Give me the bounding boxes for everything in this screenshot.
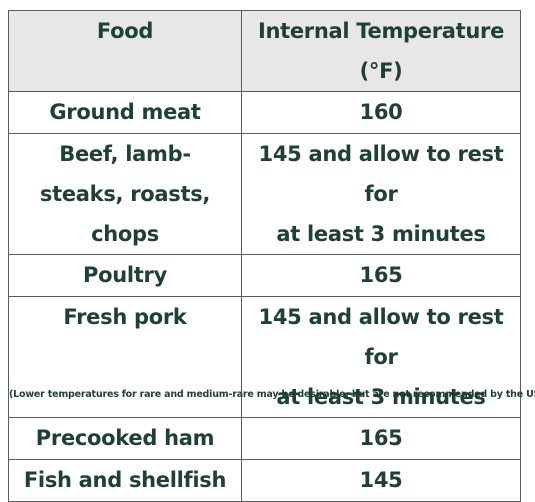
temperature-table: Food Internal Temperature (°F) Ground me… — [8, 10, 521, 502]
table-row: Poultry 165 — [8, 254, 521, 297]
footnote: (Lower temperatures for rare and medium-… — [9, 389, 535, 400]
food-cell: Beef, lamb- steaks, roasts, chops — [8, 133, 242, 255]
temperature-value: 160 — [359, 100, 403, 124]
table-row: Ground meat 160 — [8, 91, 521, 134]
food-name: Precooked ham — [35, 426, 215, 450]
table-header-row: Food Internal Temperature (°F) — [8, 10, 521, 92]
temperature-cell: 160 — [241, 91, 521, 134]
food-cell: Fish and shellfish — [8, 459, 242, 502]
food-cell: Ground meat — [8, 91, 242, 134]
temperature-cell: 145 and allow to rest for at least 3 min… — [241, 133, 521, 255]
food-cell: Poultry — [8, 254, 242, 297]
table-row: Fresh pork 145 and allow to rest for at … — [8, 296, 521, 418]
temperature-cell: 145 and allow to rest for at least 3 min… — [241, 296, 521, 418]
temperature-value: 145 — [359, 468, 403, 492]
temperature-value: 145 and allow to rest for — [258, 305, 504, 369]
table-row: Beef, lamb- steaks, roasts, chops 145 an… — [8, 133, 521, 255]
table-row: Fish and shellfish 145 — [8, 459, 521, 502]
temperature-cell: 165 — [241, 417, 521, 460]
column-header-food: Food — [8, 10, 242, 92]
temperature-value: 165 — [359, 426, 403, 450]
temperature-value: 165 — [359, 263, 403, 287]
food-name-continued: steaks, roasts, chops — [39, 182, 211, 246]
temperature-value-continued: at least 3 minutes — [276, 385, 486, 409]
column-header-temperature: Internal Temperature (°F) — [241, 10, 521, 92]
temperature-cell: 145 — [241, 459, 521, 502]
food-name: Poultry — [83, 263, 167, 287]
food-name: Fish and shellfish — [23, 468, 227, 492]
temperature-value: 145 and allow to rest for — [258, 142, 504, 206]
food-name: Beef, lamb- — [59, 142, 191, 166]
temperature-value-continued: at least 3 minutes — [276, 222, 486, 246]
table-row: Precooked ham 165 — [8, 417, 521, 460]
food-cell: Precooked ham — [8, 417, 242, 460]
food-name: Ground meat — [49, 100, 201, 124]
food-name: Fresh pork — [63, 305, 187, 329]
temperature-cell: 165 — [241, 254, 521, 297]
food-cell: Fresh pork — [8, 296, 242, 418]
